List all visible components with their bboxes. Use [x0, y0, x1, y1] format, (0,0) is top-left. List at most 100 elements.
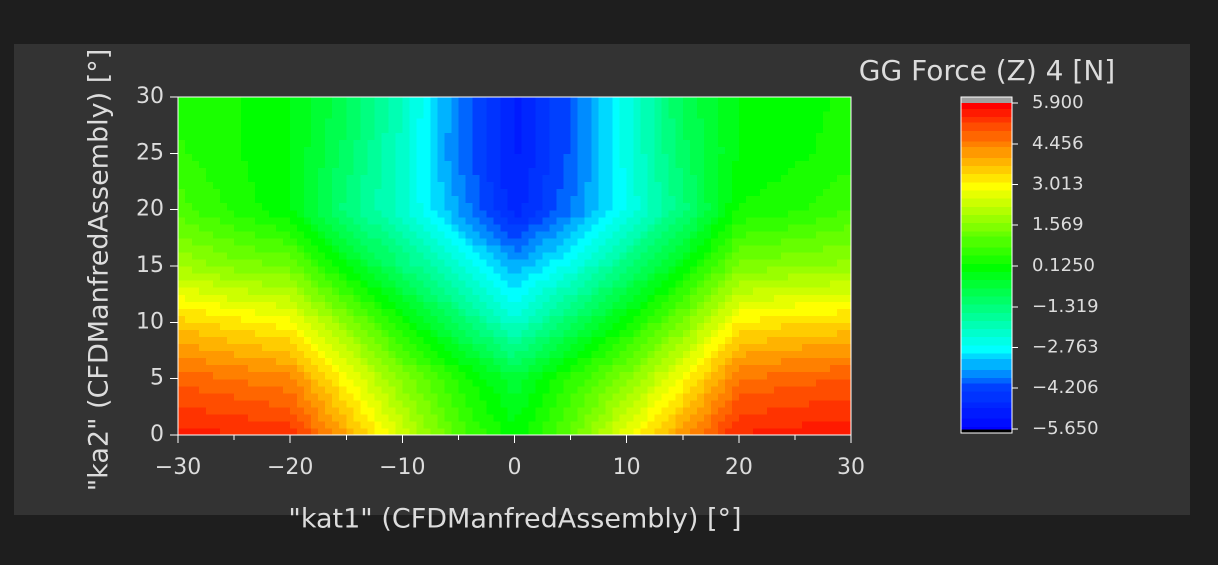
contour-cell	[836, 329, 845, 338]
contour-cell	[206, 406, 214, 415]
contour-cell	[640, 406, 649, 415]
contour-cell	[381, 427, 389, 436]
contour-cell	[829, 188, 838, 197]
contour-cell	[703, 378, 712, 387]
contour-cell	[500, 427, 509, 436]
contour-cell	[556, 244, 565, 253]
contour-cell	[640, 392, 649, 401]
contour-cell	[717, 125, 726, 133]
contour-cell	[479, 118, 488, 126]
contour-cell	[808, 413, 817, 422]
contour-cell	[234, 146, 242, 154]
contour-cell	[206, 420, 214, 429]
contour-cell	[192, 322, 200, 330]
contour-cell	[745, 364, 754, 373]
contour-cell	[381, 280, 389, 288]
contour-cell	[759, 153, 768, 161]
contour-cell	[381, 287, 389, 295]
contour-cell	[500, 343, 509, 352]
contour-cell	[374, 350, 382, 359]
contour-cell	[360, 216, 368, 225]
contour-cell	[822, 315, 831, 323]
contour-cell	[332, 160, 340, 169]
contour-cell	[682, 308, 691, 316]
contour-cell	[283, 230, 291, 239]
contour-cell	[738, 258, 747, 267]
contour-cell	[325, 427, 333, 436]
contour-cell	[689, 308, 698, 316]
contour-cell	[829, 216, 838, 225]
contour-cell	[297, 329, 305, 338]
contour-cell	[276, 195, 284, 204]
contour-cell	[479, 167, 488, 176]
contour-cell	[843, 266, 852, 274]
contour-cell	[542, 420, 551, 429]
contour-cell	[199, 301, 207, 309]
contour-cell	[773, 329, 782, 338]
contour-cell	[255, 125, 263, 133]
contour-cell	[444, 392, 453, 401]
contour-cell	[829, 287, 838, 295]
contour-cell	[696, 364, 705, 373]
contour-cell	[577, 385, 586, 394]
contour-cell	[843, 216, 852, 225]
contour-cell	[738, 266, 747, 274]
contour-cell	[304, 97, 312, 105]
contour-cell	[626, 223, 635, 232]
contour-cell	[612, 308, 621, 316]
contour-cell	[367, 195, 375, 204]
contour-cell	[178, 167, 186, 176]
contour-cell	[612, 244, 621, 253]
contour-cell	[353, 385, 361, 394]
contour-cell	[577, 258, 586, 267]
contour-cell	[248, 392, 256, 401]
contour-cell	[290, 273, 298, 281]
contour-cell	[794, 315, 803, 323]
contour-cell	[178, 230, 186, 239]
contour-cell	[654, 413, 663, 422]
contour-cell	[297, 308, 305, 316]
contour-cell	[206, 209, 214, 218]
contour-cell	[360, 385, 368, 394]
contour-cell	[549, 230, 558, 239]
contour-cell	[647, 413, 656, 422]
contour-cell	[493, 125, 502, 133]
contour-cell	[472, 322, 481, 330]
contour-cell	[843, 336, 852, 345]
contour-cell	[437, 329, 445, 338]
contour-cell	[787, 174, 796, 183]
contour-cell	[675, 420, 684, 429]
contour-cell	[192, 111, 200, 119]
contour-cell	[353, 308, 361, 316]
contour-cell	[381, 364, 389, 373]
contour-cell	[731, 343, 740, 352]
contour-cell	[696, 280, 705, 288]
contour-cell	[430, 174, 438, 183]
contour-cell	[346, 167, 354, 176]
contour-cell	[759, 223, 768, 232]
contour-cell	[255, 202, 263, 211]
contour-cell	[402, 322, 410, 330]
contour-cell	[297, 230, 305, 239]
contour-cell	[612, 104, 621, 112]
contour-cell	[472, 266, 481, 274]
contour-cell	[304, 181, 312, 190]
contour-cell	[304, 139, 312, 147]
contour-cell	[815, 406, 824, 415]
contour-cell	[339, 258, 347, 267]
contour-cell	[668, 237, 677, 246]
contour-cell	[794, 343, 803, 352]
contour-cell	[409, 301, 417, 309]
contour-cell	[696, 336, 705, 345]
contour-cell	[283, 104, 291, 112]
contour-cell	[437, 273, 445, 281]
contour-cell	[682, 280, 691, 288]
contour-cell	[535, 392, 544, 401]
contour-cell	[381, 350, 389, 359]
contour-cell	[808, 364, 817, 373]
contour-cell	[843, 364, 852, 373]
contour-cell	[654, 273, 663, 281]
contour-cell	[836, 420, 845, 429]
contour-cell	[374, 195, 382, 204]
contour-cell	[381, 258, 389, 267]
